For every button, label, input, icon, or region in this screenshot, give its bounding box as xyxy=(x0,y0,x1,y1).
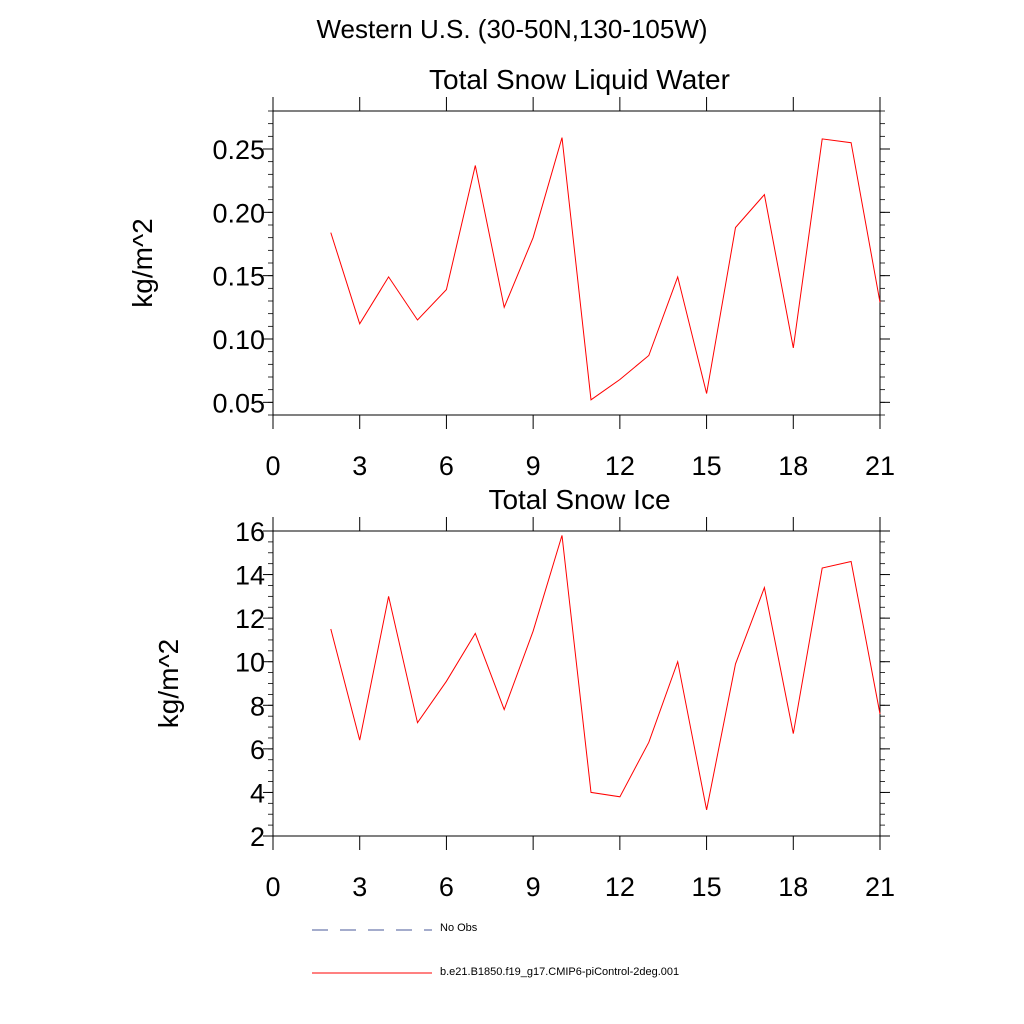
data-point xyxy=(763,586,765,588)
plot-frame xyxy=(272,110,881,416)
data-point xyxy=(387,595,389,597)
x-tick-label: 15 xyxy=(692,872,722,900)
data-point xyxy=(734,663,736,665)
x-tick-label: 6 xyxy=(439,872,454,900)
y-tick-label: 16 xyxy=(235,517,265,547)
y-tick-label: 2 xyxy=(250,822,265,852)
data-point xyxy=(648,354,650,356)
x-tick-label: 3 xyxy=(352,451,367,481)
y-tick-label: 0.10 xyxy=(212,325,265,355)
series-line xyxy=(330,137,881,401)
data-point xyxy=(734,226,736,228)
data-point xyxy=(387,276,389,278)
chart-title: Total Snow Ice xyxy=(488,484,670,515)
data-point xyxy=(763,193,765,195)
data-point xyxy=(850,560,852,562)
data-point xyxy=(416,722,418,724)
y-tick-label: 0.05 xyxy=(212,388,265,418)
x-tick-label: 15 xyxy=(692,451,722,481)
legend-label-model: b.e21.B1850.f19_g17.CMIP6-piControl-2deg… xyxy=(440,966,680,978)
data-point xyxy=(821,567,823,569)
data-point xyxy=(359,323,361,325)
data-point xyxy=(705,809,707,811)
x-tick-label: 21 xyxy=(865,872,895,900)
data-point xyxy=(330,231,332,233)
chart-title: Total Snow Liquid Water xyxy=(429,64,730,95)
data-point xyxy=(532,236,534,238)
data-point xyxy=(792,732,794,734)
x-tick-label: 6 xyxy=(439,451,454,481)
data-point xyxy=(474,632,476,634)
x-tick-label: 12 xyxy=(605,451,635,481)
data-point xyxy=(359,739,361,741)
data-point xyxy=(648,741,650,743)
data-point xyxy=(561,534,563,536)
y-tick-label: 0.25 xyxy=(212,135,265,165)
legend-label-no-obs: No Obs xyxy=(440,922,478,934)
data-point xyxy=(445,288,447,290)
data-point xyxy=(445,680,447,682)
y-tick-label: 12 xyxy=(235,604,265,634)
data-point xyxy=(676,276,678,278)
data-point xyxy=(879,301,881,303)
plot-frame xyxy=(272,530,881,837)
series-line xyxy=(330,535,881,810)
chart-figure: 0.05 0.10 0.15 0.20 0.25 0 3 6 9 12 15 18 21 Total Sn… xyxy=(127,64,895,900)
data-point xyxy=(879,713,881,715)
data-point xyxy=(503,708,505,710)
y-tick-label: 10 xyxy=(235,648,265,678)
data-point xyxy=(503,306,505,308)
x-tick-label: 9 xyxy=(526,451,541,481)
data-point xyxy=(619,796,621,798)
x-tick-label: 0 xyxy=(265,451,280,481)
data-point xyxy=(532,630,534,632)
x-tick-label: 9 xyxy=(526,872,541,900)
x-tick-label: 3 xyxy=(352,872,367,900)
data-point xyxy=(330,628,332,630)
y-tick-label: 14 xyxy=(235,561,265,591)
legend-swatches xyxy=(312,929,432,974)
x-tick-label: 21 xyxy=(865,451,895,481)
data-point xyxy=(821,138,823,140)
y-tick-label: 0.15 xyxy=(212,262,265,292)
data-point xyxy=(705,392,707,394)
x-tick-label: 18 xyxy=(778,451,808,481)
data-point xyxy=(676,661,678,663)
y-axis-label: kg/m^2 xyxy=(127,218,158,307)
y-tick-label: 6 xyxy=(250,735,265,765)
data-point xyxy=(416,319,418,321)
y-tick-label: 4 xyxy=(250,778,265,808)
chart-panel-1: 0.05 0.10 0.15 0.20 0.25 0 3 6 9 12 15 18 21 Total Sn… xyxy=(127,64,895,481)
x-tick-label: 12 xyxy=(605,872,635,900)
x-tick-label: 0 xyxy=(265,872,280,900)
y-tick-label: 8 xyxy=(250,691,265,721)
chart-panel-2: 2 4 6 8 10 12 14 16 0 3 6 9 12 15 18 21 Total Snow Ice kg… xyxy=(153,484,895,900)
data-point xyxy=(590,791,592,793)
figure-main-title: Western U.S. (30-50N,130-105W) xyxy=(316,14,708,44)
data-point xyxy=(792,347,794,349)
data-point xyxy=(474,164,476,166)
x-tick-label: 18 xyxy=(778,872,808,900)
data-point xyxy=(619,378,621,380)
data-point xyxy=(561,136,563,138)
y-tick-label: 0.20 xyxy=(212,198,265,228)
data-point xyxy=(850,141,852,143)
y-axis-label: kg/m^2 xyxy=(153,639,184,728)
data-point xyxy=(590,399,592,401)
